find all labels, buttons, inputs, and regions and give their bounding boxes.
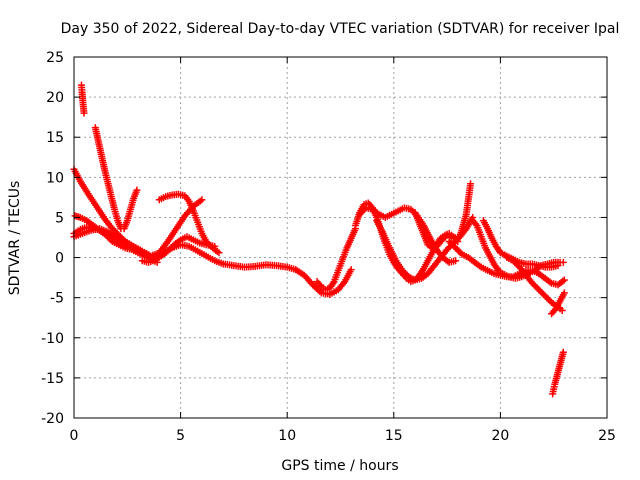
y-tick-label: -15 xyxy=(41,371,64,387)
data-point xyxy=(198,196,206,204)
y-tick-label: -10 xyxy=(41,331,64,347)
data-point xyxy=(80,109,88,117)
x-axis-label: GPS time / hours xyxy=(281,458,398,474)
data-point xyxy=(467,180,475,188)
data-point xyxy=(215,249,223,257)
series-arc16 xyxy=(479,217,562,271)
y-tick-label: 10 xyxy=(46,170,64,186)
series-arc17 xyxy=(503,254,566,315)
series-arc18 xyxy=(548,289,568,318)
data-point xyxy=(347,266,355,274)
y-tick-label: 0 xyxy=(55,251,64,267)
y-tick-label: -5 xyxy=(50,291,64,307)
x-tick-label: 10 xyxy=(278,428,296,444)
x-tick-label: 5 xyxy=(176,428,185,444)
x-tick-label: 0 xyxy=(70,428,79,444)
x-tick-label: 25 xyxy=(598,428,616,444)
data-point xyxy=(452,257,460,265)
y-tick-label: -20 xyxy=(41,411,64,427)
data-point xyxy=(560,289,568,297)
x-tick-labels: 0 5 10 15 20 25 xyxy=(70,428,616,444)
data-point xyxy=(559,348,567,356)
data-point xyxy=(211,242,219,250)
y-tick-label: 15 xyxy=(46,130,64,146)
y-tick-label: 20 xyxy=(46,90,64,106)
x-tick-label: 20 xyxy=(491,428,509,444)
series-arc2 xyxy=(70,165,155,260)
data-point xyxy=(133,186,141,194)
data-point xyxy=(560,276,568,284)
x-tick-label: 15 xyxy=(385,428,403,444)
series-arc19 xyxy=(549,348,567,398)
data-point xyxy=(554,262,562,270)
y-axis-label: SDTVAR / TECUs xyxy=(7,181,23,296)
data-points xyxy=(70,81,568,398)
series-arc8 xyxy=(138,233,219,266)
series-arc4 xyxy=(70,196,206,260)
y-tick-label: 25 xyxy=(46,50,64,66)
y-tick-labels: -20 -15 -10 -5 0 5 10 15 20 25 xyxy=(41,50,64,427)
series-arc6 xyxy=(91,124,141,233)
plot-frame xyxy=(73,56,608,419)
series-arc13 xyxy=(411,180,475,254)
series-arc5 xyxy=(77,81,88,117)
data-point xyxy=(558,307,566,315)
y-tick-label: 5 xyxy=(55,210,64,226)
axis-ticks xyxy=(73,56,608,419)
series-arc9 xyxy=(313,225,359,294)
grid-lines xyxy=(74,57,607,418)
data-point xyxy=(559,258,567,266)
chart-title: Day 350 of 2022, Sidereal Day-to-day VTE… xyxy=(61,21,620,37)
